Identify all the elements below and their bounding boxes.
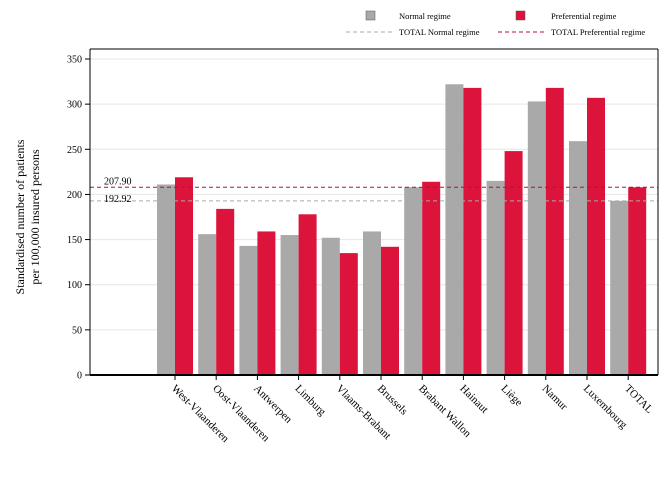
legend-label-normal: Normal regime <box>399 11 451 21</box>
y-tick-label: 250 <box>67 145 82 156</box>
bar-normal <box>198 234 217 375</box>
bar-preferential <box>422 181 441 375</box>
legend-label-preferential: Preferential regime <box>551 11 617 21</box>
legend-swatch-normal <box>365 10 376 21</box>
bar-preferential <box>587 97 605 375</box>
bar-preferential <box>504 151 523 375</box>
legend-label-total-normal: TOTAL Normal regime <box>399 27 480 37</box>
bar-normal <box>610 200 629 375</box>
bar-preferential <box>381 246 399 375</box>
bar-preferential <box>216 208 235 375</box>
bar-normal <box>321 237 340 375</box>
legend-swatch-preferential <box>515 10 526 21</box>
bar-preferential <box>463 87 482 376</box>
y-axis-title-line-1: Standardised number of patients <box>13 139 27 294</box>
y-tick-label: 50 <box>72 325 82 336</box>
x-tick-label: Namur <box>540 383 570 413</box>
y-tick-label: 0 <box>77 371 82 382</box>
bar-preferential <box>257 231 276 375</box>
x-tick-label: Liège <box>498 383 524 409</box>
x-tick-label: Brussels <box>375 383 410 418</box>
bar-normal <box>569 141 587 375</box>
y-tick-label: 200 <box>67 190 82 201</box>
bar-normal <box>280 235 299 375</box>
x-tick-label: Limburg <box>292 383 328 419</box>
bar-normal <box>239 245 258 375</box>
reference-line-label: 192.92 <box>104 194 132 205</box>
y-tick-label: 150 <box>67 235 82 246</box>
y-tick-label: 100 <box>67 280 82 291</box>
y-tick-label: 350 <box>67 55 82 66</box>
y-tick-label: 300 <box>67 100 82 111</box>
y-axis-title-line-2: per 100,000 insured persons <box>28 149 42 285</box>
bar-preferential <box>628 187 647 375</box>
legend-label-total-preferential: TOTAL Preferential regime <box>551 27 645 37</box>
bar-preferential <box>175 177 193 375</box>
bar-normal <box>445 84 464 375</box>
bar-normal <box>527 101 546 375</box>
bar-normal <box>157 184 175 375</box>
legend: Normal regime Preferential regime TOTAL … <box>346 10 645 37</box>
y-axis-title: Standardised number of patients per 100,… <box>13 139 42 294</box>
bar-preferential <box>298 214 317 375</box>
bar-preferential <box>545 87 564 376</box>
reference-line-label: 207.90 <box>104 176 132 187</box>
x-tick-label: TOTAL <box>622 383 655 416</box>
bar-normal <box>404 187 423 375</box>
x-tick-label: Antwerpen <box>251 383 294 426</box>
bar-normal <box>486 180 505 375</box>
bar-preferential <box>339 253 358 375</box>
x-tick-label: Hainaut <box>457 383 490 416</box>
bar-normal <box>363 231 381 375</box>
